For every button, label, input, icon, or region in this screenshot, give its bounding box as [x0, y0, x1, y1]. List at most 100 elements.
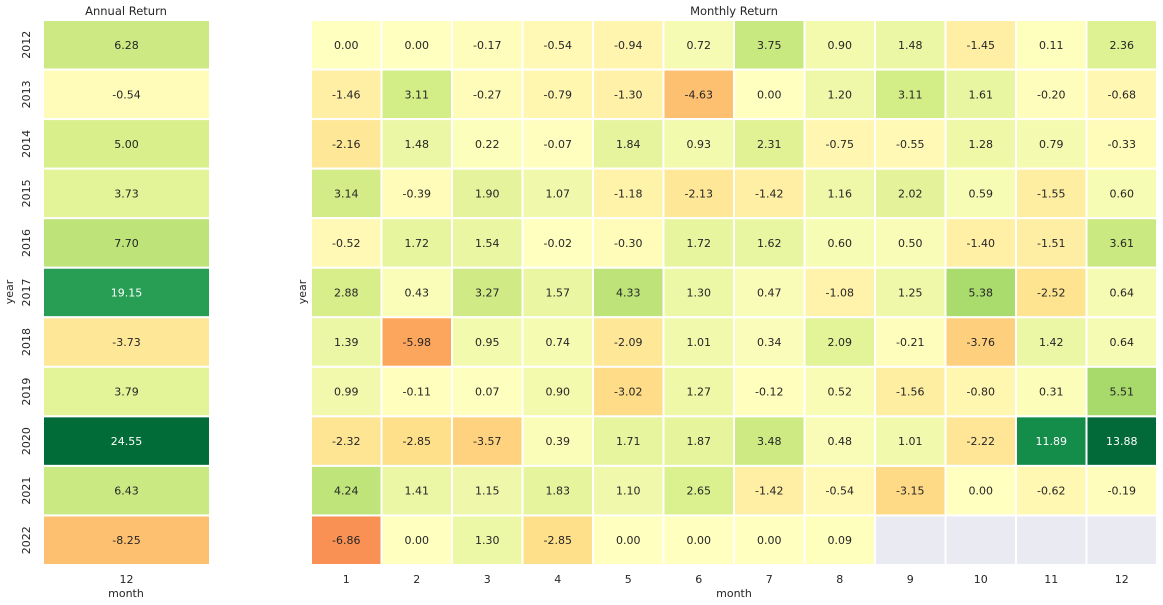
monthly-return-cell-value: -1.46	[332, 88, 360, 101]
monthly-return-cell-value: 1.30	[687, 287, 712, 300]
monthly-return-cell-value: 0.00	[687, 534, 712, 547]
monthly-return-cell-value: 0.43	[405, 287, 430, 300]
monthly-return-cell-value: -1.42	[755, 187, 783, 200]
monthly-return-cell-value: -2.52	[1037, 287, 1065, 300]
annual-return-heatmap: Annual Return 6.28 -0.54 5.00 3.73 7.70 19.15…	[3, 4, 211, 600]
annual-return-y-ticks: 2012 2013 2014 2015 2016 2017 2018 2019 2020 2021…	[20, 31, 33, 554]
monthly-return-cell-value: 3.11	[898, 88, 923, 101]
monthly-return-cell-value: -0.79	[544, 88, 572, 101]
monthly-return-cell	[874, 167, 947, 220]
monthly-return-cell-value: 3.14	[334, 187, 359, 200]
monthly-return-cell	[803, 118, 876, 170]
annual-return-cell-value: 19.15	[111, 287, 143, 300]
annual-return-x-ticks: 12	[120, 573, 134, 586]
monthly-return-y-tick: 2014	[0, 130, 3, 158]
monthly-return-cell-value: -0.54	[544, 39, 572, 52]
annual-return-y-tick: 2012	[20, 31, 33, 59]
monthly-return-cell-value: 1.16	[828, 187, 853, 200]
monthly-return-cell	[1015, 316, 1088, 368]
monthly-return-cell	[1085, 415, 1158, 467]
monthly-return-cell	[380, 266, 453, 319]
annual-return-y-tick: 2019	[20, 378, 33, 406]
monthly-return-cell	[733, 514, 806, 566]
monthly-return-cell	[592, 316, 665, 368]
monthly-return-cell	[380, 217, 453, 269]
monthly-return-cell	[1085, 68, 1158, 121]
annual-return-y-tick: 2018	[20, 328, 33, 356]
monthly-return-cell	[521, 316, 594, 368]
monthly-return-cell-value: -0.52	[332, 237, 360, 250]
monthly-return-cell	[310, 217, 383, 269]
monthly-return-cell-value: 0.90	[546, 386, 571, 399]
annual-return-y-tick: 2016	[20, 229, 33, 257]
monthly-return-cell-value: 0.95	[475, 336, 500, 349]
monthly-return-cell-value: 0.47	[757, 287, 782, 300]
annual-return-cell	[42, 19, 211, 71]
monthly-return-x-ticks: 1 2 3 4 5 6 7 8 9 10 11 12	[343, 573, 1129, 586]
monthly-return-cell-value: 0.48	[828, 435, 853, 448]
monthly-return-cell-value: -0.33	[1108, 138, 1136, 151]
monthly-return-cell-value: 2.36	[1110, 39, 1135, 52]
monthly-return-cell	[451, 118, 524, 170]
monthly-return-cell-value: 1.42	[1039, 336, 1064, 349]
monthly-return-y-tick: 2019	[0, 378, 3, 406]
monthly-return-cell	[592, 167, 665, 220]
monthly-return-cell-value: 1.62	[757, 237, 782, 250]
monthly-return-x-tick: 11	[1044, 573, 1058, 586]
monthly-return-cell	[1015, 514, 1088, 566]
annual-return-cells: 6.28 -0.54 5.00 3.73 7.70 19.15 -3.73 3.79 24.55…	[42, 19, 211, 566]
monthly-return-cell-value: -0.21	[896, 336, 924, 349]
monthly-return-cell-value: 5.51	[1110, 386, 1135, 399]
monthly-return-cell-value: 0.72	[687, 39, 712, 52]
monthly-return-cell	[1085, 118, 1158, 170]
monthly-return-y-ticks: 2012 2013 2014 2015 2016 2017 2018 2019 2020 2021…	[0, 31, 3, 554]
monthly-return-cell-value: -0.20	[1037, 88, 1065, 101]
monthly-return-cell-value: 1.48	[898, 39, 923, 52]
monthly-return-cell-value: 1.54	[475, 237, 500, 250]
monthly-return-cell	[662, 68, 735, 121]
monthly-return-cell-value: 4.33	[616, 287, 641, 300]
monthly-return-cell-value: 0.90	[828, 39, 853, 52]
monthly-return-x-tick: 9	[907, 573, 914, 586]
monthly-return-cell-value: -0.27	[473, 88, 501, 101]
monthly-return-cell-value: -2.22	[967, 435, 995, 448]
monthly-return-cell	[451, 415, 524, 467]
monthly-return-cell	[310, 514, 383, 566]
monthly-return-cell-value: 0.64	[1110, 336, 1135, 349]
monthly-return-cell-value: 4.24	[334, 485, 359, 498]
annual-return-cell-value: 24.55	[111, 435, 143, 448]
monthly-return-cell-value: -1.08	[826, 287, 854, 300]
monthly-return-cell-value: -0.19	[1108, 485, 1136, 498]
monthly-return-cell	[310, 167, 383, 220]
monthly-return-cell-value: -0.17	[473, 39, 501, 52]
monthly-return-cell-value: 0.39	[546, 435, 571, 448]
monthly-return-cell	[803, 365, 876, 418]
monthly-return-cell	[662, 217, 735, 269]
monthly-return-x-tick: 8	[836, 573, 843, 586]
monthly-return-y-tick: 2022	[0, 526, 3, 554]
monthly-return-cell-value: 2.31	[757, 138, 782, 151]
monthly-return-cell-value: 0.79	[1039, 138, 1064, 151]
annual-return-cell-value: 5.00	[114, 138, 139, 151]
monthly-return-cell	[592, 118, 665, 170]
monthly-return-cell-value: -0.30	[614, 237, 642, 250]
monthly-return-cell-value: 1.01	[898, 435, 923, 448]
monthly-return-cell-value: 0.00	[405, 534, 430, 547]
annual-return-cell-value: -0.54	[112, 88, 140, 101]
monthly-return-cell	[874, 19, 947, 71]
monthly-return-cell-value: 1.41	[405, 485, 430, 498]
monthly-return-cell-value: -2.16	[332, 138, 360, 151]
monthly-return-x-tick: 6	[695, 573, 702, 586]
monthly-return-y-tick: 2017	[0, 279, 3, 307]
monthly-return-cell-value: -2.85	[544, 534, 572, 547]
monthly-return-cell	[380, 167, 453, 220]
monthly-return-y-tick: 2018	[0, 328, 3, 356]
monthly-return-cell-value: -2.32	[332, 435, 360, 448]
monthly-return-cell	[874, 514, 947, 566]
monthly-return-cell	[380, 514, 453, 566]
monthly-return-cell-value: 1.28	[969, 138, 994, 151]
monthly-return-cell-value: 3.75	[757, 39, 782, 52]
monthly-return-cell	[310, 68, 383, 121]
annual-return-ylabel: year	[3, 279, 16, 304]
